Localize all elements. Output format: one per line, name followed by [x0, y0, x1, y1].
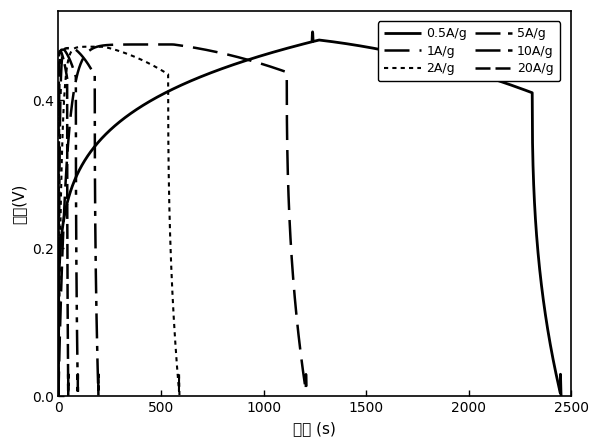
10A/g: [62, 50, 70, 55]
0.5A/g: [145, 99, 152, 105]
20A/g: [57, 48, 64, 54]
20A/g: [57, 48, 64, 54]
20A/g: [55, 82, 62, 88]
1A/g: [170, 42, 177, 47]
2A/g: [110, 47, 118, 52]
Line: 20A/g: 20A/g: [58, 51, 68, 396]
1A/g: [152, 42, 160, 47]
10A/g: [56, 81, 63, 86]
1A/g: [55, 394, 62, 399]
1A/g: [82, 52, 89, 57]
5A/g: [69, 46, 76, 51]
5A/g: [55, 394, 62, 399]
10A/g: [60, 47, 67, 52]
5A/g: [95, 394, 102, 399]
Line: 10A/g: 10A/g: [58, 50, 78, 396]
0.5A/g: [496, 78, 503, 84]
0.5A/g: [114, 121, 121, 126]
2A/g: [62, 78, 69, 84]
20A/g: [65, 394, 72, 399]
X-axis label: 时间 (s): 时间 (s): [293, 421, 337, 436]
10A/g: [55, 394, 62, 399]
2A/g: [65, 54, 73, 59]
20A/g: [55, 59, 62, 64]
5A/g: [68, 46, 76, 51]
Line: 5A/g: 5A/g: [58, 48, 98, 396]
Line: 1A/g: 1A/g: [58, 44, 307, 396]
10A/g: [74, 394, 82, 399]
20A/g: [58, 51, 65, 56]
20A/g: [55, 394, 62, 399]
Legend: 0.5A/g, 1A/g, 2A/g, 5A/g, 10A/g, 20A/g: 0.5A/g, 1A/g, 2A/g, 5A/g, 10A/g, 20A/g: [377, 21, 560, 81]
Line: 2A/g: 2A/g: [58, 46, 179, 396]
2A/g: [97, 44, 104, 49]
2A/g: [93, 44, 100, 49]
10A/g: [56, 57, 64, 62]
1A/g: [161, 42, 169, 47]
2A/g: [95, 44, 102, 49]
5A/g: [57, 80, 64, 85]
5A/g: [70, 46, 77, 51]
20A/g: [57, 48, 64, 54]
0.5A/g: [255, 54, 262, 59]
5A/g: [74, 48, 81, 54]
1A/g: [188, 45, 196, 50]
5A/g: [68, 46, 75, 51]
10A/g: [59, 47, 67, 52]
2A/g: [100, 44, 107, 49]
10A/g: [61, 47, 68, 52]
20A/g: [57, 48, 64, 54]
0.5A/g: [557, 394, 565, 399]
10A/g: [60, 47, 67, 52]
2A/g: [55, 394, 62, 399]
0.5A/g: [309, 29, 316, 34]
1A/g: [303, 394, 310, 399]
0.5A/g: [55, 394, 62, 399]
5A/g: [58, 55, 65, 61]
1A/g: [73, 76, 80, 82]
0.5A/g: [277, 47, 284, 53]
Y-axis label: 电压(V): 电压(V): [11, 184, 26, 224]
2A/g: [176, 394, 183, 399]
0.5A/g: [548, 350, 556, 355]
1A/g: [157, 42, 164, 47]
Line: 0.5A/g: 0.5A/g: [58, 32, 561, 396]
